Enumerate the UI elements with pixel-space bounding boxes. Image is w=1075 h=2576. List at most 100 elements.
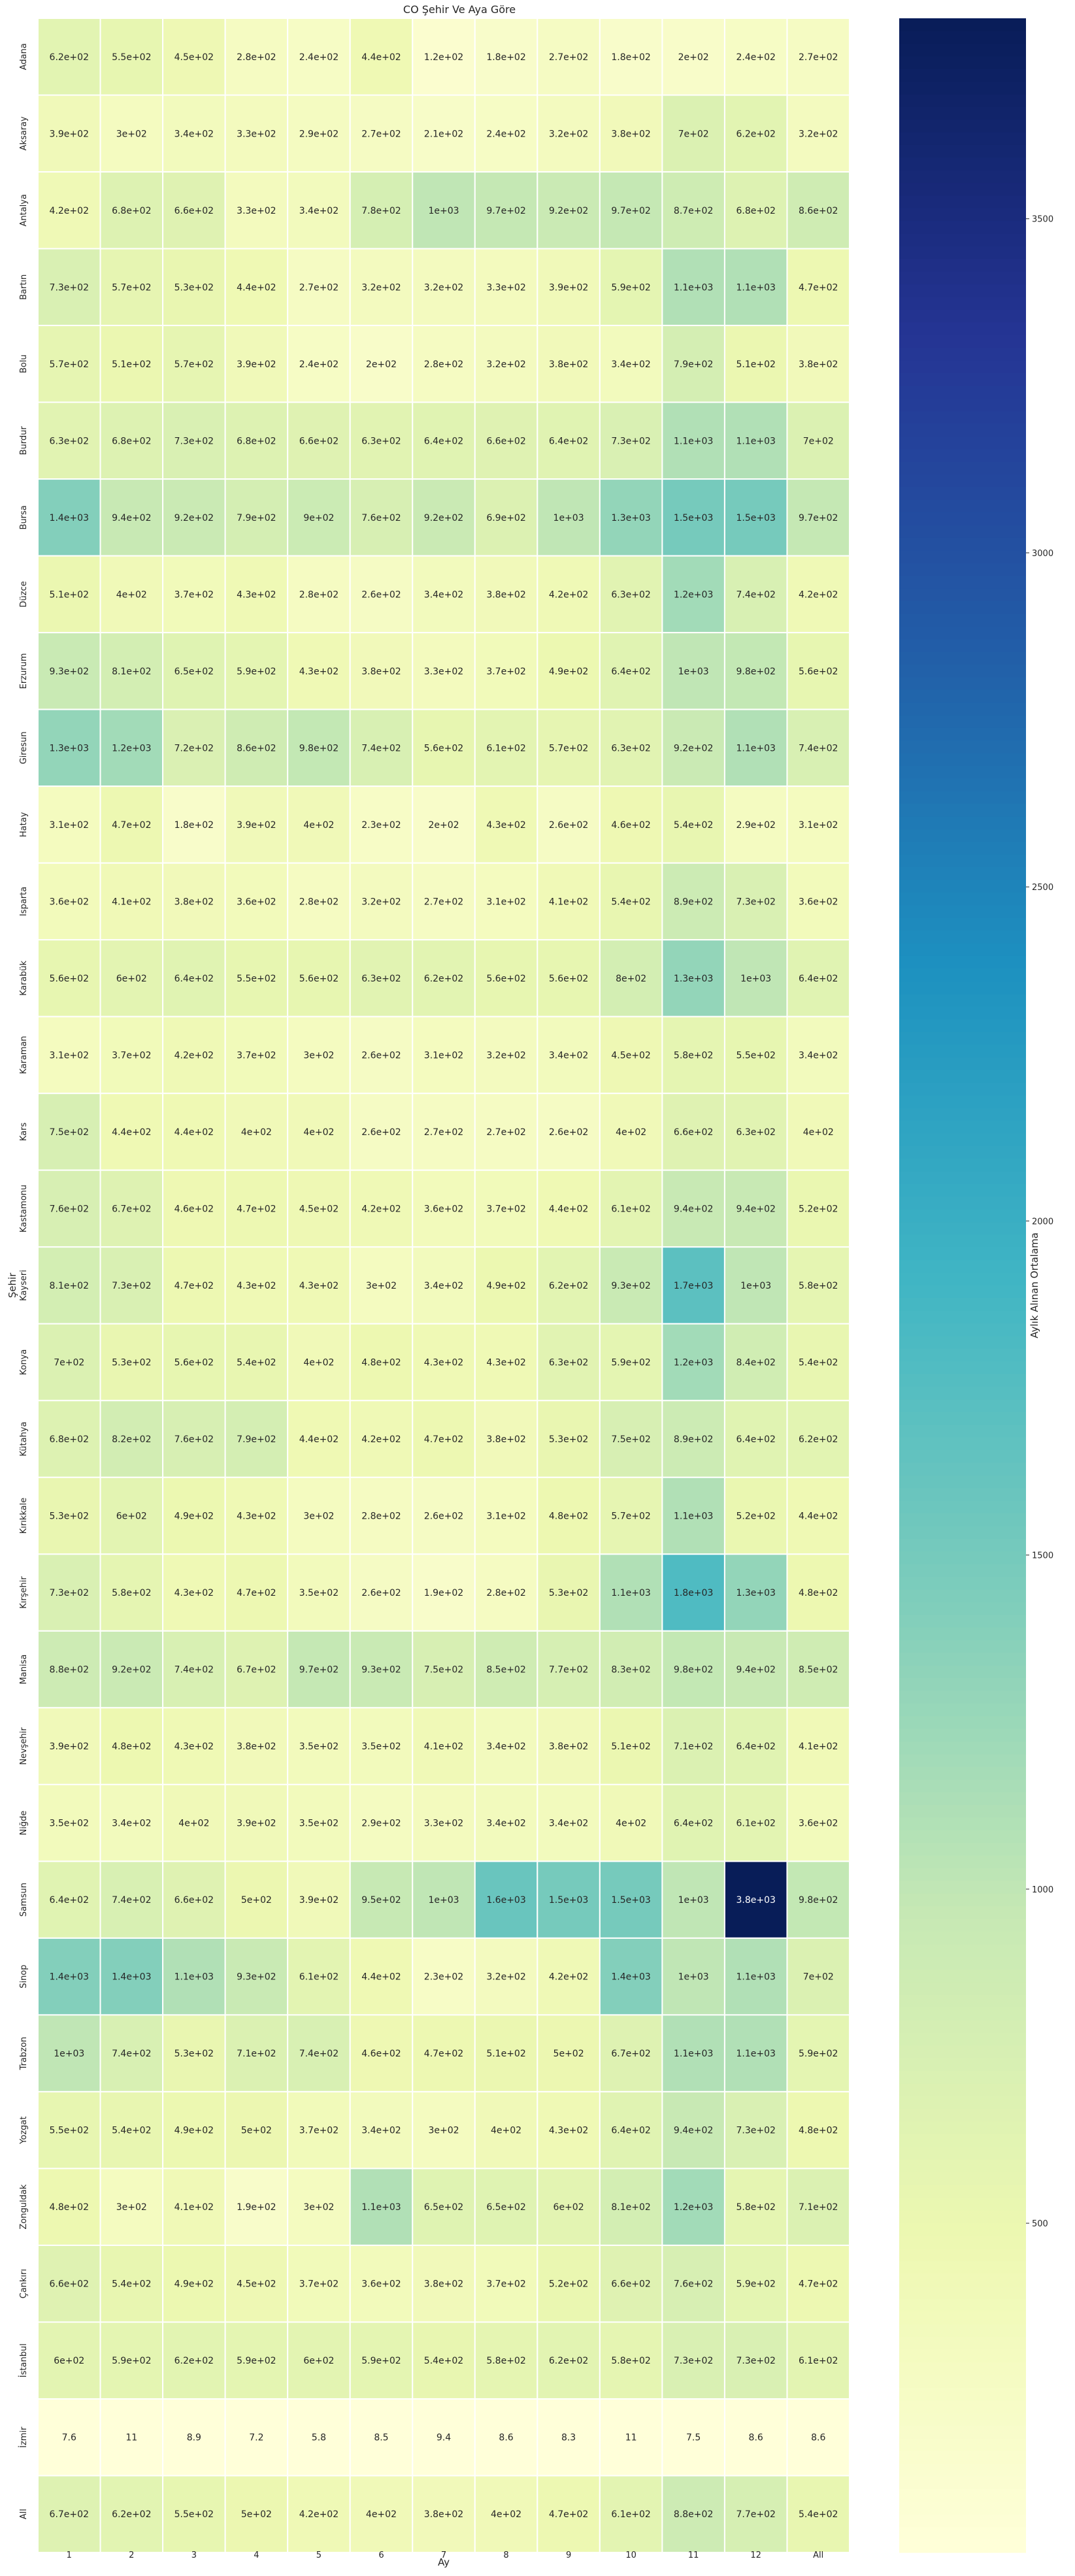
colorbar-segment	[899, 1120, 1026, 1134]
heatmap-cell	[661, 2168, 725, 2246]
heatmap-cell	[661, 2475, 725, 2553]
heatmap-cell	[661, 401, 725, 480]
cell-value-label: 5.7e+02	[549, 743, 588, 753]
cell-value-label: 8.1e+02	[112, 667, 151, 677]
heatmap-cell	[661, 1783, 725, 1862]
colorbar-segment	[899, 2222, 1026, 2236]
colorbar-segment	[899, 740, 1026, 754]
colorbar-segment	[899, 2489, 1026, 2503]
cell-value-label: 4.1e+02	[799, 1742, 838, 1752]
cell-value-label: 4.4e+02	[361, 52, 401, 63]
cell-value-label: 1.7e+03	[674, 1281, 713, 1291]
heatmap-cell	[224, 1707, 289, 1785]
cell-value-label: 4e+02	[616, 1127, 646, 1138]
cell-value-label: 4.8e+02	[549, 1511, 588, 1522]
cell-value-label: 6.4e+02	[611, 2126, 650, 2136]
colorbar-segment	[899, 2198, 1026, 2211]
heatmap-cell	[661, 2014, 725, 2092]
cell-value-label: 4.7e+02	[424, 2049, 463, 2059]
heatmap-cell	[349, 1553, 414, 1632]
colorbar-segment	[899, 2210, 1026, 2224]
cell-value-label: 5.6e+02	[50, 974, 89, 984]
cell-value-label: 7e+02	[803, 1972, 834, 1983]
cell-value-label: 4.2e+02	[549, 589, 588, 600]
colorbar-segment	[899, 1919, 1026, 1932]
colorbar-segment	[899, 537, 1026, 551]
cell-value-label: 6.6e+02	[299, 436, 339, 446]
column-tick-label: 10	[625, 2551, 637, 2560]
cell-value-label: 3.8e+02	[611, 129, 650, 139]
colorbar-segment	[899, 56, 1026, 70]
cell-value-label: 7.3e+02	[736, 897, 775, 907]
heatmap-cell	[349, 171, 414, 250]
colorbar-segment	[899, 563, 1026, 576]
heatmap-cell	[599, 1246, 663, 1325]
cell-value-label: 6.8e+02	[237, 436, 276, 446]
colorbar-segment	[899, 955, 1026, 969]
heatmap-cell	[723, 2398, 788, 2477]
heatmap-cell	[99, 939, 164, 1017]
cell-value-label: 4.3e+02	[174, 1742, 214, 1752]
colorbar-segment	[899, 2045, 1026, 2059]
heatmap-cell	[786, 632, 850, 710]
colorbar-segment	[899, 804, 1026, 817]
cell-value-label: 2.8e+02	[361, 1511, 401, 1522]
row-tick-label: Sinop	[19, 1964, 29, 1988]
cell-value-label: 7.3e+02	[611, 436, 650, 446]
cell-value-label: 3.3e+02	[486, 282, 525, 293]
cell-value-label: 4.8e+02	[112, 1742, 151, 1752]
heatmap-cell	[412, 1707, 476, 1785]
cell-value-label: 7.2	[249, 2433, 263, 2443]
colorbar-segment	[899, 449, 1026, 463]
heatmap-cell	[537, 248, 601, 327]
cell-value-label: 4.7e+02	[549, 2509, 588, 2520]
colorbar-segment	[899, 1970, 1026, 1983]
cell-value-label: 5.9e+02	[112, 2356, 151, 2366]
cell-value-label: 5.3e+02	[549, 1588, 588, 1598]
cell-value-label: 2.4e+02	[299, 359, 339, 370]
colorbar-segment	[899, 1538, 1026, 1552]
cell-value-label: 9.4e+02	[674, 1204, 713, 1214]
cell-value-label: 4.6e+02	[361, 2049, 401, 2059]
column-tick-label: 9	[566, 2551, 571, 2560]
cell-value-label: 6.1e+02	[486, 743, 525, 753]
heatmap-cell	[661, 171, 725, 250]
heatmap-cell	[786, 478, 850, 557]
colorbar-segment	[899, 1513, 1026, 1527]
colorbar-segment	[899, 1032, 1026, 1046]
cell-value-label: 7.3e+02	[736, 2126, 775, 2136]
cell-value-label: 3.8e+02	[549, 359, 588, 370]
cell-value-label: 8.2e+02	[112, 1434, 151, 1445]
heatmap-cell	[474, 2398, 538, 2477]
colorbar-segment	[899, 1994, 1026, 2008]
colorbar-segment	[899, 2071, 1026, 2085]
heatmap-cell	[537, 2168, 601, 2246]
colorbar-segment	[899, 2261, 1026, 2275]
cell-value-label: 7.6e+02	[674, 2279, 713, 2290]
cell-value-label: 8.7e+02	[674, 206, 713, 216]
row-tick-label: Giresun	[19, 731, 29, 764]
cell-value-label: 4.7e+02	[424, 1434, 463, 1445]
cell-value-label: 4.9e+02	[174, 1511, 214, 1522]
colorbar-segment	[899, 284, 1026, 298]
colorbar-tick-label: 2500	[1032, 883, 1053, 893]
cell-value-label: 4e+02	[116, 589, 147, 600]
heatmap-cell	[349, 18, 414, 96]
heatmap-cell	[162, 1323, 226, 1402]
cell-value-label: 6.2e+02	[549, 1281, 588, 1291]
heatmap-cell	[723, 1860, 788, 1939]
heatmap-cell	[474, 1400, 538, 1478]
cell-value-label: 8.9	[187, 2433, 201, 2443]
cell-value-label: 4.8e+02	[361, 1358, 401, 1368]
cell-value-label: 3.8e+02	[486, 589, 525, 600]
cell-value-label: 1.9e+02	[237, 2202, 276, 2213]
heatmap-cell	[99, 1476, 164, 1555]
cell-value-label: 5.6e+02	[299, 974, 339, 984]
cell-value-label: 5.6e+02	[486, 974, 525, 984]
cell-value-label: 4.8e+02	[50, 2202, 89, 2213]
cell-value-label: 3.8e+02	[424, 2279, 463, 2290]
heatmap-cell	[287, 862, 351, 941]
cell-value-label: 9.2e+02	[674, 743, 713, 753]
cell-value-label: 6e+02	[303, 2356, 334, 2366]
